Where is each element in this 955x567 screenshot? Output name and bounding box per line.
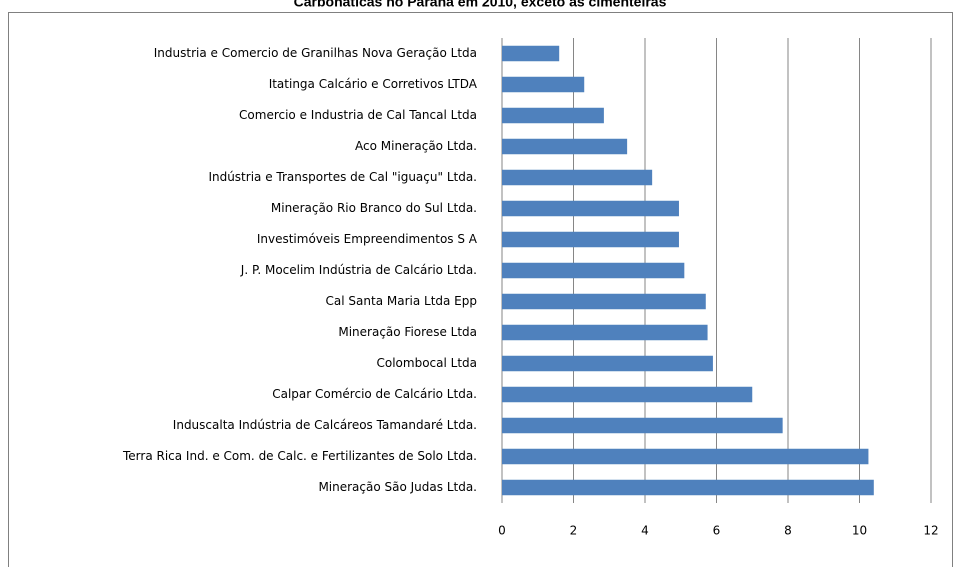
bar — [502, 293, 706, 310]
bar — [502, 76, 585, 93]
y-tick-label: Cal Santa Maria Ltda Epp — [326, 294, 477, 308]
y-tick-label: Comercio e Industria de Cal Tancal Ltda — [239, 108, 477, 122]
x-tick-label: 2 — [570, 524, 578, 538]
bar — [502, 138, 628, 155]
chart-frame — [8, 12, 953, 567]
bar — [502, 200, 679, 217]
bar — [502, 386, 753, 403]
y-tick-label: Indústria e Transportes de Cal "iguaçu" … — [208, 170, 477, 184]
bar — [502, 45, 560, 62]
bar — [502, 262, 685, 279]
y-tick-label: Mineração Fiorese Ltda — [338, 325, 477, 339]
bar — [502, 479, 874, 496]
bar — [502, 169, 653, 186]
bar — [502, 355, 713, 372]
y-tick-label: Calpar Comércio de Calcário Ltda. — [272, 387, 477, 401]
y-tick-label: Investimóveis Empreendimentos S A — [257, 232, 478, 246]
y-tick-label: J. P. Mocelim Indústria de Calcário Ltda… — [240, 263, 477, 277]
y-tick-label: Aco Mineração Ltda. — [355, 139, 477, 153]
x-tick-label: 6 — [713, 524, 721, 538]
bar — [502, 231, 679, 248]
y-tick-label: Mineração São Judas Ltda. — [318, 480, 477, 494]
bar — [502, 324, 708, 341]
y-tick-label: Colombocal Ltda — [376, 356, 477, 370]
x-tick-label: 8 — [784, 524, 792, 538]
x-tick-label: 4 — [641, 524, 649, 538]
y-tick-label: Induscalta Indústria de Calcáreos Tamand… — [173, 418, 477, 432]
y-tick-label: Industria e Comercio de Granilhas Nova G… — [154, 46, 477, 60]
y-tick-label: Itatinga Calcário e Corretivos LTDA — [269, 77, 478, 91]
bar — [502, 107, 604, 124]
x-tick-label: 0 — [498, 524, 506, 538]
x-tick-label: 10 — [852, 524, 867, 538]
y-tick-label: Terra Rica Ind. e Com. de Calc. e Fertil… — [122, 449, 477, 463]
y-tick-label: Mineração Rio Branco do Sul Ltda. — [271, 201, 477, 215]
x-tick-label: 12 — [923, 524, 938, 538]
bar — [502, 448, 869, 465]
chart-title: Carbonáticas no Paraná em 2010, exceto a… — [294, 0, 667, 10]
bar — [502, 417, 783, 434]
